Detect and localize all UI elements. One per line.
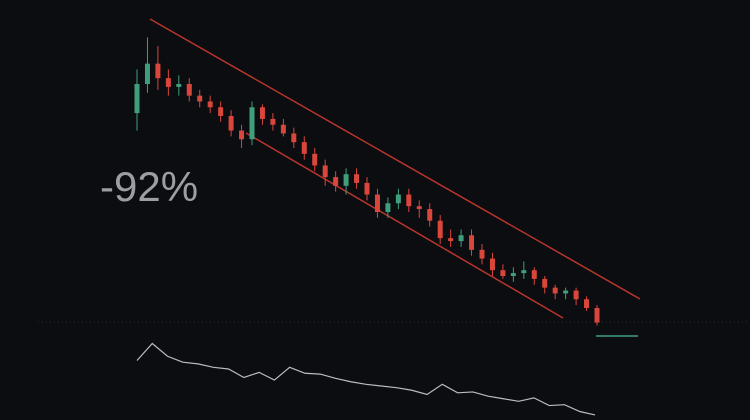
candle-body [207,101,213,108]
candle-body [469,235,475,250]
candle-body [385,203,391,212]
candle-body [448,238,454,242]
candle-body [270,118,276,125]
candle-body [531,270,537,279]
candle-body [521,270,527,274]
candle-body [584,299,590,308]
candle-body [322,165,328,178]
candle-body [594,308,600,323]
candle-body [155,63,161,79]
candle-body [479,249,485,259]
candle-body [312,153,318,166]
candle-body [552,287,558,294]
candle-body [249,107,255,140]
candle-body [134,84,140,114]
candle-body [563,290,569,294]
candle-body [144,63,150,84]
candle-body [354,174,360,183]
candle-body [395,194,401,204]
candle-body [197,95,203,102]
candle-body [416,206,422,210]
channel-upper [149,18,641,300]
candle-body [186,84,192,96]
candle-body [542,278,548,288]
candle-body [291,133,297,143]
candle-body [259,107,265,119]
candle-body [280,124,286,134]
candle-body [374,194,380,212]
candle-body [228,116,234,131]
candle-body [239,130,245,140]
candle-body [343,174,349,186]
candle-body [458,235,464,242]
candle-body [165,78,171,87]
candle-body [489,258,495,271]
candle-body [427,209,433,221]
candle-body [333,177,339,186]
candle-body [301,142,307,154]
indicator-line [136,342,596,416]
candle-body [510,273,516,276]
candle-body [406,194,412,207]
channel-lower [245,132,564,319]
candle-body [573,290,579,300]
candle-body [500,270,506,276]
candle-body [364,182,370,195]
annotation: -92% [100,163,198,210]
candle-body [176,84,182,87]
candle-body [437,220,443,239]
candle-body [218,107,224,116]
